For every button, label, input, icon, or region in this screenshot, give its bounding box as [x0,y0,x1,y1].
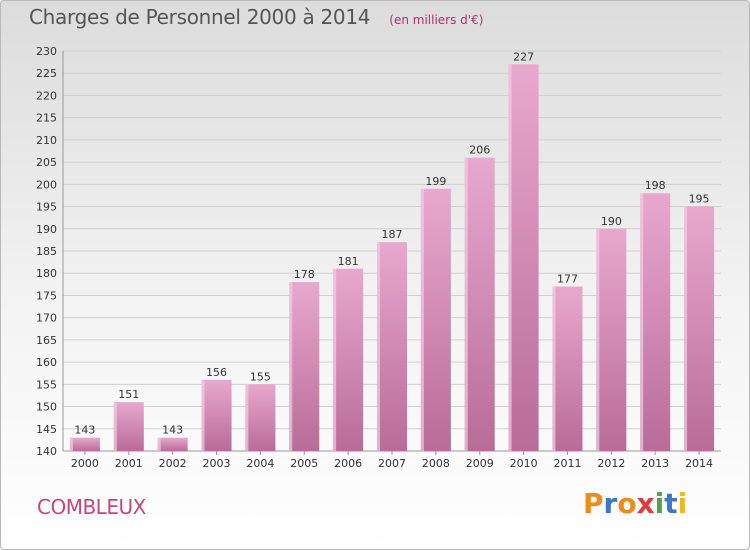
x-tick-label: 2012 [597,457,625,470]
bar-highlight [596,228,600,451]
y-tick-label: 145 [36,423,57,436]
bar-highlight [640,193,644,451]
bar-highlight [333,268,337,451]
y-tick-label: 160 [36,356,57,369]
chart-subtitle: (en milliers d'€) [389,13,484,27]
x-tick-label: 2004 [246,457,274,470]
location-label: COMBLEUX [37,495,146,519]
bar-highlight [69,437,73,451]
y-axis-ticks: 140 145 150 155 160 165 170 175 180 185 190 195 200 2… [36,45,57,458]
y-tick-label: 165 [36,334,57,347]
bar-2002 [157,437,188,451]
y-tick-label: 185 [36,245,57,258]
bar-highlight [508,64,512,452]
bar-2013 [640,193,671,451]
x-tick-label: 2011 [553,457,581,470]
data-label: 198 [645,179,666,192]
data-label: 151 [118,388,139,401]
data-label: 155 [250,370,271,383]
logo-letter: i [677,487,688,520]
data-labels: 143 151 143 156 155 178 181 187 199 206 227 177 190 1… [74,50,709,436]
y-tick-label: 150 [36,401,57,414]
x-tick-label: 2005 [290,457,318,470]
bar-2014 [684,206,715,451]
y-tick-label: 230 [36,45,57,58]
bar-highlight [113,402,117,451]
x-tick-label: 2007 [378,457,406,470]
x-tick-label: 2006 [334,457,362,470]
bar-highlight [201,379,205,451]
x-tick-label: 2009 [466,457,494,470]
y-tick-label: 170 [36,312,57,325]
data-label: 227 [513,50,534,63]
bar-highlight [464,157,468,451]
bar-highlight [157,437,161,451]
bar-highlight [377,242,380,451]
bar-2010 [508,64,539,452]
y-tick-label: 175 [36,289,57,302]
x-tick-label: 2003 [203,457,231,470]
x-axis-ticks: 2000 2001 2002 2003 2004 2005 2006 2007 2008 2009… [71,451,713,470]
y-tick-label: 140 [36,445,57,458]
bar-2009 [464,157,495,451]
bars [69,64,715,452]
y-tick-label: 190 [36,223,57,236]
y-tick-label: 155 [36,378,57,391]
data-label: 206 [469,144,490,157]
y-tick-label: 220 [36,89,57,102]
data-label: 178 [294,268,315,281]
y-tick-label: 225 [36,67,57,80]
x-tick-label: 2010 [510,457,538,470]
bar-highlight [684,206,688,451]
bar-2000 [69,437,100,451]
bar-2007 [377,242,407,451]
logo-letter: t [664,487,678,520]
logo-letter: o [617,487,637,520]
x-tick-label: 2002 [159,457,187,470]
data-label: 143 [162,424,183,437]
bar-2001 [113,402,144,451]
data-label: 190 [601,215,622,228]
data-label: 195 [689,193,710,206]
data-label: 181 [338,255,359,268]
logo-letter: r [603,487,618,520]
logo-letter: i [654,487,665,520]
data-label: 199 [425,175,446,188]
bar-2006 [333,268,364,451]
proxiti-logo: Proxiti [583,487,687,520]
data-label: 177 [557,273,578,286]
bar-2005 [289,282,320,451]
y-tick-label: 210 [36,134,57,147]
data-label: 156 [206,366,227,379]
x-tick-label: 2014 [685,457,713,470]
bar-highlight [245,384,249,451]
chart-title: Charges de Personnel 2000 à 2014 [29,5,371,29]
x-tick-label: 2001 [115,457,143,470]
bar-2008 [420,188,451,451]
y-tick-label: 215 [36,112,57,125]
title-row: Charges de Personnel 2000 à 2014 (en mil… [29,5,483,29]
bar-2011 [552,286,583,451]
y-tick-label: 205 [36,156,57,169]
bar-2003 [201,379,232,451]
bar-2004 [245,384,276,451]
x-tick-label: 2008 [422,457,450,470]
logo-letter: P [583,487,604,520]
y-tick-label: 200 [36,178,57,191]
bar-highlight [420,188,424,451]
data-label: 143 [74,424,95,437]
bar-2012 [596,228,627,451]
x-tick-label: 2000 [71,457,99,470]
bar-highlight [289,282,293,451]
bar-highlight [552,286,556,451]
data-label: 187 [382,228,403,241]
logo-letter: x [636,487,655,520]
y-tick-label: 180 [36,267,57,280]
x-tick-label: 2013 [641,457,669,470]
y-tick-label: 195 [36,201,57,214]
